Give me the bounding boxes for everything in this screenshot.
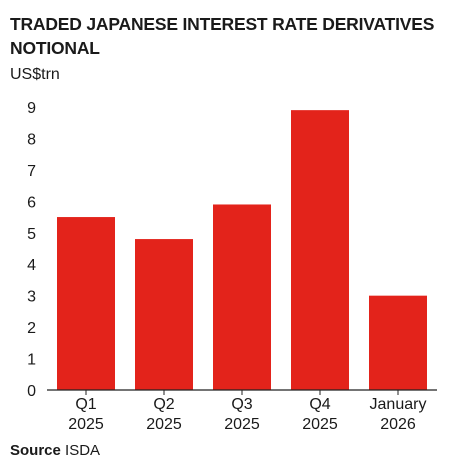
bar — [291, 110, 349, 391]
source-note: Source ISDA — [10, 442, 100, 459]
y-tick-label: 3 — [27, 289, 36, 306]
x-tick-label: Q4 — [309, 396, 330, 413]
y-tick-label: 0 — [27, 383, 36, 400]
x-tick-label: 2026 — [380, 416, 416, 433]
x-tick-label: January — [370, 396, 427, 413]
source-value: ISDA — [65, 442, 101, 459]
x-tick-label: 2025 — [146, 416, 182, 433]
x-tick-label: Q1 — [75, 396, 96, 413]
x-tick-label: Q2 — [153, 396, 174, 413]
source-label: Source — [10, 442, 61, 459]
y-tick-label: 2 — [27, 320, 36, 337]
x-tick-label: 2025 — [302, 416, 338, 433]
x-tick-label: 2025 — [68, 416, 104, 433]
x-axis-labels: Q1 2025 Q2 2025 Q3 2025 Q4 2025 January 2026 — [68, 390, 426, 433]
chart-title: TRADED JAPANESE INTEREST RATE DERIVATIVE… — [10, 14, 435, 58]
y-axis-unit-label: US$trn — [10, 66, 60, 83]
x-tick-label: Q3 — [231, 396, 252, 413]
bar — [57, 217, 115, 390]
y-tick-label: 5 — [27, 226, 36, 243]
x-tick-label: 2025 — [224, 416, 260, 433]
y-tick-label: 6 — [27, 194, 36, 211]
y-tick-label: 9 — [27, 100, 36, 117]
y-tick-label: 1 — [27, 352, 36, 369]
y-tick-label: 7 — [27, 163, 36, 180]
y-axis-ticks: 0 1 2 3 4 5 6 7 8 9 — [27, 100, 36, 400]
bar — [369, 295, 427, 390]
y-tick-label: 4 — [27, 257, 36, 274]
bar — [135, 239, 193, 390]
bars — [57, 110, 427, 391]
bar — [213, 204, 271, 390]
y-tick-label: 8 — [27, 131, 36, 148]
